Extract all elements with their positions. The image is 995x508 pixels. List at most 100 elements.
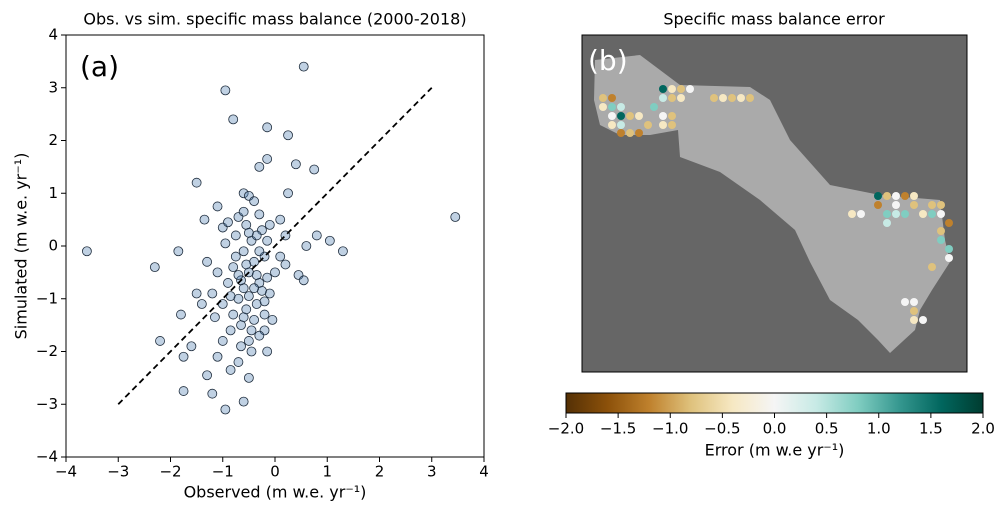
scatter-point: [236, 341, 246, 352]
x-tick-label: 2: [375, 463, 385, 481]
scatter-point: [220, 85, 231, 96]
scatter-point: [241, 304, 252, 315]
scatter-point: [217, 336, 228, 346]
scatter-point: [233, 357, 244, 367]
x-axis-label: Observed (m w.e. yr⁻¹): [184, 483, 367, 502]
colorbar-label: Error (m w.e yr⁻¹): [705, 441, 845, 460]
scatter-point: [230, 230, 241, 241]
scatter-point: [191, 177, 202, 188]
scatter-point: [290, 159, 301, 170]
scatter-point: [243, 336, 254, 346]
scatter-point: [199, 214, 210, 225]
scatter-point: [249, 196, 260, 207]
y-axis-label: Simulated (m w.e. yr⁻¹): [12, 153, 31, 340]
scatter-point: [243, 291, 254, 302]
scatter-point: [241, 219, 252, 230]
scatter-point: [309, 164, 320, 175]
scatter-point: [280, 259, 291, 270]
scatter-point: [155, 336, 165, 346]
scatter-point: [223, 217, 233, 228]
scatter-point: [238, 246, 249, 257]
scatter-point: [233, 293, 244, 304]
chart-title: Specific mass balance error: [663, 10, 885, 29]
scatter-point: [338, 246, 348, 257]
scatter-point: [191, 288, 202, 299]
scatter-point: [238, 396, 249, 407]
y-tick-label: −1: [36, 289, 58, 307]
x-tick-label: 4: [479, 463, 489, 481]
y-tick-label: −4: [36, 448, 58, 466]
scatter-point: [283, 130, 293, 141]
scatter-point: [254, 330, 265, 341]
colorbar-tick-label: −0.5: [704, 420, 740, 438]
scatter-point: [225, 365, 236, 375]
scatter-point: [301, 241, 312, 251]
scatter-point: [220, 404, 231, 415]
y-tick-label: −2: [36, 342, 58, 360]
x-tick-label: −4: [55, 463, 77, 481]
scatter-point: [262, 272, 273, 283]
scatter-point: [238, 312, 249, 323]
panel-label: (b): [588, 44, 628, 77]
scatter-point: [259, 325, 270, 336]
scatter-point: [223, 278, 233, 288]
scatter-point: [262, 122, 273, 133]
x-tick-label: −1: [212, 463, 234, 481]
scatter-point: [257, 225, 267, 236]
colorbar-tick-label: 1.0: [867, 420, 891, 438]
scatter-point: [259, 296, 270, 307]
scatter-point: [243, 190, 254, 201]
scatter-point: [212, 201, 223, 212]
scatter-point: [254, 278, 265, 288]
scatter-point: [236, 320, 246, 331]
scatter-point: [450, 212, 461, 222]
colorbar-tick-label: −1.0: [652, 420, 688, 438]
scatter-point: [298, 275, 309, 286]
scatter-point: [238, 283, 249, 294]
error-dots: [599, 85, 953, 324]
scatter-point: [82, 246, 92, 257]
scatter-point: [293, 270, 304, 280]
scatter-point: [254, 209, 265, 220]
y-tick-label: 2: [48, 131, 58, 149]
colorbar-tick-label: 0.5: [815, 420, 839, 438]
scatter-point: [202, 370, 212, 381]
scatter-point: [246, 346, 257, 357]
scatter-point: [249, 283, 260, 294]
colorbar: [565, 392, 984, 414]
scatter-point: [212, 351, 223, 362]
plot-frame: [65, 34, 485, 458]
y-tick-label: 3: [48, 78, 58, 96]
scatter-point: [259, 309, 270, 320]
scatter-point: [210, 312, 220, 323]
x-tick-label: 1: [322, 463, 332, 481]
colorbar-tick-label: 0.0: [763, 420, 787, 438]
scatter-point: [202, 256, 212, 267]
scatter-point: [254, 246, 265, 257]
scatter-point: [243, 227, 254, 238]
scatter-point: [254, 161, 265, 172]
scatter-point: [228, 262, 239, 273]
x-tick-label: 0: [270, 463, 280, 481]
scatter-point: [311, 230, 322, 241]
scatter-point: [233, 270, 244, 280]
scatter-point: [264, 288, 275, 299]
scatter-point: [251, 270, 262, 280]
scatter-point: [178, 386, 189, 396]
x-tick-label: −2: [159, 463, 181, 481]
scatter-point: [212, 267, 223, 278]
scatter-point: [233, 212, 244, 222]
scatter-point: [241, 259, 252, 270]
x-tick-label: 3: [427, 463, 437, 481]
scatter-point: [262, 235, 273, 246]
colorbar-tick-label: 1.5: [919, 420, 943, 438]
scatter-point: [149, 262, 160, 273]
scatter-point: [225, 325, 236, 336]
y-tick-label: 4: [48, 26, 58, 44]
scatter-point: [275, 251, 286, 262]
scatter-point: [246, 235, 257, 246]
scatter-point: [228, 114, 239, 125]
scatter-point: [220, 238, 231, 249]
scatter-point: [243, 372, 254, 383]
reference-line: [117, 87, 433, 405]
